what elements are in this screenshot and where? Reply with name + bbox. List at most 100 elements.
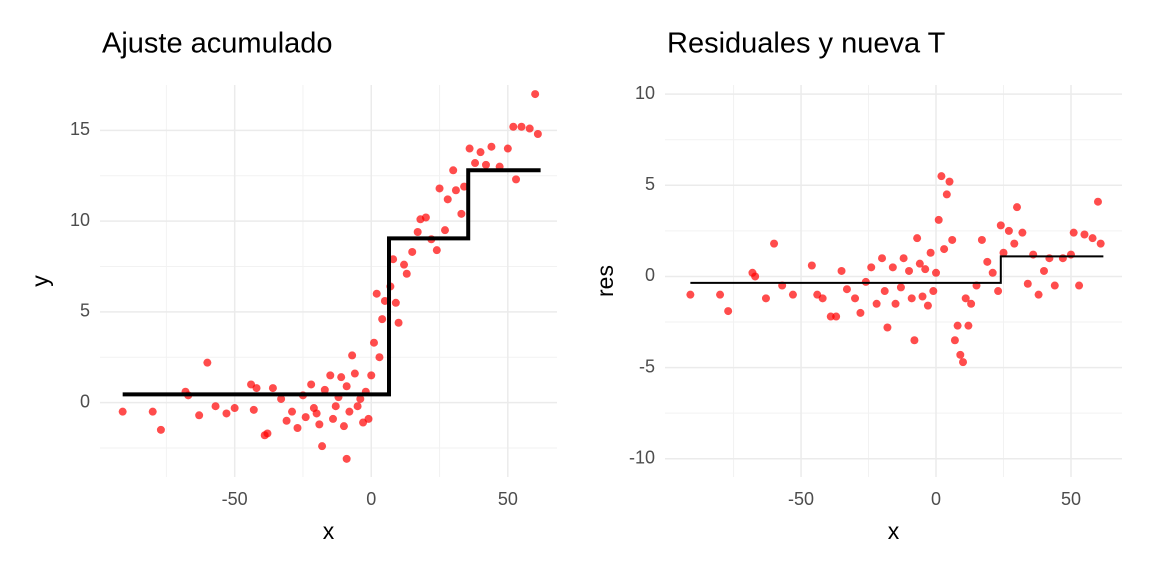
- point: [517, 122, 526, 131]
- point: [211, 402, 220, 411]
- point: [460, 182, 469, 191]
- point: [342, 382, 351, 391]
- point: [988, 268, 997, 277]
- point: [761, 294, 770, 303]
- point: [1075, 281, 1084, 290]
- point: [888, 263, 897, 272]
- point: [503, 144, 512, 153]
- point: [751, 272, 760, 281]
- point: [907, 294, 916, 303]
- point: [230, 404, 239, 413]
- point: [350, 369, 359, 378]
- step-line: [690, 255, 1104, 284]
- point: [525, 124, 534, 133]
- y-tick-label: 0: [80, 391, 90, 411]
- point: [923, 301, 932, 310]
- point: [320, 385, 329, 394]
- point: [842, 285, 851, 294]
- y-tick-label: 0: [645, 265, 655, 285]
- point: [999, 248, 1008, 257]
- x-tick-label: 50: [1061, 489, 1081, 509]
- point: [932, 268, 941, 277]
- point: [441, 226, 450, 235]
- x-axis-label: x: [888, 518, 900, 544]
- step-line: [122, 168, 541, 397]
- point: [457, 209, 466, 218]
- point: [487, 142, 496, 151]
- x-tick-label: -50: [788, 489, 814, 509]
- point: [940, 245, 949, 254]
- point: [375, 353, 384, 362]
- point: [413, 228, 422, 236]
- point: [293, 424, 302, 432]
- point: [531, 90, 540, 99]
- point: [1010, 239, 1019, 248]
- point: [926, 248, 935, 257]
- x-tick-label: 0: [931, 489, 941, 509]
- y-tick-label: 10: [70, 210, 90, 230]
- point: [353, 402, 362, 411]
- point: [364, 414, 373, 423]
- point: [945, 177, 954, 186]
- point: [389, 255, 398, 264]
- point: [921, 265, 930, 274]
- point: [451, 186, 460, 195]
- point: [899, 254, 908, 263]
- point: [408, 247, 417, 256]
- point: [950, 336, 959, 345]
- point: [1023, 279, 1032, 288]
- point: [432, 246, 441, 255]
- point: [1080, 230, 1089, 239]
- point: [1039, 266, 1048, 275]
- y-tick-label: -5: [639, 356, 655, 376]
- point: [449, 166, 458, 175]
- point: [315, 420, 324, 429]
- y-tick-label: 5: [645, 174, 655, 194]
- point: [953, 321, 962, 330]
- y-axis-label: res: [592, 265, 618, 297]
- point: [948, 235, 957, 244]
- point: [195, 411, 204, 420]
- point: [471, 159, 480, 168]
- point: [910, 336, 919, 345]
- point: [832, 312, 841, 321]
- point: [435, 184, 444, 193]
- point: [872, 299, 881, 308]
- point: [716, 290, 725, 299]
- point: [905, 266, 914, 275]
- point: [883, 323, 892, 332]
- point: [964, 321, 973, 330]
- point: [1096, 239, 1105, 248]
- x-axis-label: x: [323, 518, 335, 544]
- point: [203, 358, 212, 367]
- point: [443, 195, 452, 204]
- point: [509, 122, 518, 131]
- point: [967, 299, 976, 308]
- point: [288, 407, 297, 416]
- point: [156, 425, 165, 434]
- y-tick-label: 5: [80, 301, 90, 321]
- point: [724, 307, 733, 316]
- point: [533, 130, 542, 138]
- point: [942, 190, 951, 199]
- point: [465, 144, 474, 153]
- point: [915, 259, 924, 268]
- point: [1050, 281, 1059, 290]
- point: [996, 221, 1005, 230]
- point: [918, 292, 927, 301]
- x-tick-label: 50: [498, 489, 518, 509]
- point: [896, 283, 905, 292]
- point: [788, 290, 797, 299]
- point: [400, 260, 409, 269]
- point: [1012, 203, 1021, 212]
- point: [312, 409, 321, 418]
- point: [867, 263, 876, 272]
- point: [391, 298, 400, 307]
- point: [1004, 226, 1013, 235]
- point: [878, 254, 887, 263]
- point: [345, 407, 354, 416]
- point: [1088, 234, 1097, 243]
- point: [378, 315, 387, 324]
- point: [807, 261, 816, 270]
- point: [329, 414, 338, 423]
